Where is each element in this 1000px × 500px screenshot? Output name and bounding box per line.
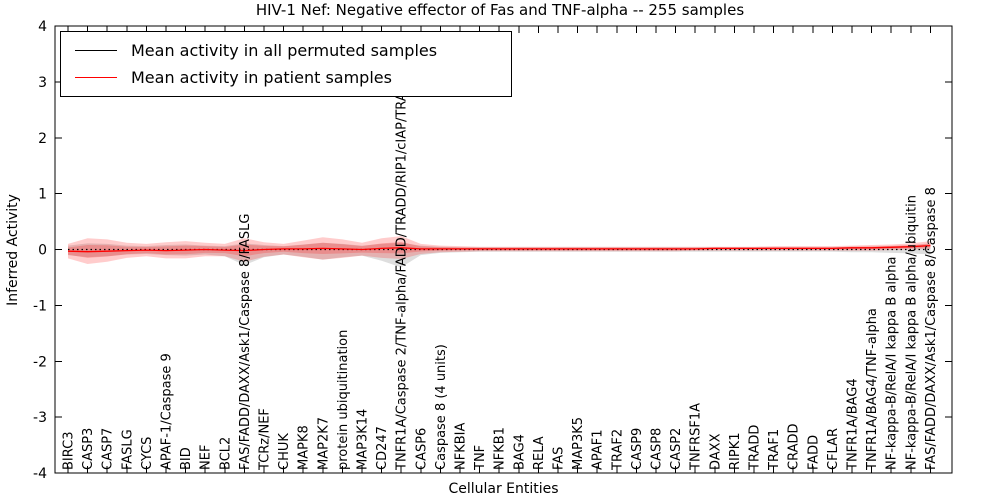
y-tick-label: -3 — [33, 410, 47, 426]
x-tick-label: CYCS — [140, 437, 155, 470]
x-tick-label: TRAF2 — [610, 429, 625, 471]
x-tick-label: CRADD — [787, 424, 802, 471]
x-tick-label: RIPK1 — [728, 432, 743, 470]
x-tick-label: NFKB1 — [493, 427, 508, 470]
x-tick-label: TCRz/NEF — [258, 408, 273, 471]
y-tick-label: 3 — [38, 75, 47, 91]
patient-band-outer — [68, 236, 931, 264]
x-tick-label: TNF — [473, 445, 488, 471]
x-tick-label: MAPK8 — [297, 425, 312, 470]
x-tick-label: FAS — [552, 447, 567, 470]
x-tick-label: CASP6 — [414, 428, 429, 470]
x-tick-label: TNFRSF1A — [689, 403, 704, 471]
x-tick-label: MAP2K7 — [316, 417, 331, 470]
x-tick-label: BIRC3 — [62, 432, 77, 471]
x-tick-label: BID — [179, 447, 194, 470]
y-tick-label: 4 — [38, 19, 47, 35]
x-tick-label: CFLAR — [826, 428, 841, 470]
x-axis-label: Cellular Entities — [448, 481, 559, 497]
x-tick-label: CASP2 — [669, 428, 684, 470]
legend-item-patient: Mean activity in patient samples — [61, 68, 511, 87]
x-tick-label: CASP9 — [630, 428, 645, 470]
x-tick-label: NF-kappa-B/RelA/I kappa B alpha/ubiquiti… — [904, 195, 919, 470]
x-tick-label: APAF1 — [591, 429, 606, 470]
x-tick-label: TNFR1A/BAG4 — [846, 378, 861, 471]
x-tick-label: TNFR1A/BAG4/TNF-alpha — [865, 308, 880, 471]
x-tick-label: BCL2 — [218, 437, 233, 470]
x-tick-label: MAP3K5 — [571, 417, 586, 470]
x-tick-label: CASP8 — [650, 428, 665, 470]
x-tick-label: TNFR1A/Caspase 2/TNF-alpha/FADD/TRADD/RI… — [395, 31, 410, 471]
permuted-line-sample-icon — [75, 49, 117, 51]
x-tick-label: RELA — [532, 436, 547, 470]
x-tick-label: CD247 — [375, 426, 390, 470]
y-tick-label: 0 — [38, 243, 47, 259]
y-tick-label: 2 — [38, 131, 47, 147]
chart-title: HIV-1 Nef: Negative effector of Fas and … — [255, 1, 745, 19]
legend-item-permuted: Mean activity in all permuted samples — [61, 41, 511, 60]
x-tick-label: FASLG — [120, 429, 135, 470]
x-tick-label: CHUK — [277, 433, 292, 470]
legend: Mean activity in all permuted samples Me… — [60, 31, 512, 97]
x-tick-label: BAG4 — [512, 434, 527, 470]
x-tick-label: FADD — [806, 435, 821, 470]
x-tick-label: FAS/FADD/DAXX/Ask1/Caspase 8/Caspase 8 — [924, 187, 939, 470]
legend-label-patient: Mean activity in patient samples — [131, 68, 392, 88]
x-tick-label: TRADD — [748, 425, 763, 471]
x-tick-label: protein ubiquitination — [336, 330, 351, 470]
y-tick-label: -4 — [33, 466, 47, 482]
y-tick-label: 1 — [38, 187, 47, 203]
x-tick-label: NF-kappa-B/RelA/I kappa B alpha — [885, 257, 900, 470]
x-tick-label: DAXX — [708, 433, 723, 470]
legend-label-permuted: Mean activity in all permuted samples — [131, 40, 438, 60]
x-tick-label: FAS/FADD/DAXX/Ask1/Caspase 8/FASLG — [238, 214, 253, 470]
x-tick-label: APAF-1/Caspase 9 — [160, 353, 175, 470]
x-tick-label: CASP7 — [101, 428, 116, 470]
x-tick-label: NFKBIA — [454, 423, 469, 470]
x-tick-label: CASP3 — [81, 428, 96, 470]
y-axis-label: Inferred Activity — [5, 194, 21, 306]
patient-mean-line — [67, 244, 931, 253]
x-tick-label: TRAF1 — [767, 429, 782, 471]
x-tick-label: Caspase 8 (4 units) — [434, 344, 449, 470]
y-tick-label: -1 — [33, 298, 47, 314]
x-tick-label: NEF — [199, 445, 214, 470]
x-tick-label: MAP3K14 — [356, 409, 371, 470]
y-tick-label: -2 — [33, 354, 47, 370]
patient-band-inner — [68, 242, 931, 258]
patient-line-sample-icon — [75, 77, 117, 79]
